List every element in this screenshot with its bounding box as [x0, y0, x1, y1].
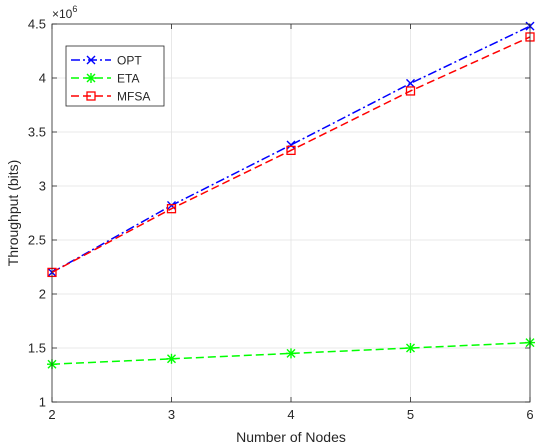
- marker-stroke: [406, 78, 415, 88]
- legend-entry-mfsa: MFSA: [71, 90, 150, 104]
- axis-ticks: 2 3 4 5 6 1 1.5 2 2.5 3 3.5 4 4.5: [28, 17, 534, 423]
- marker-square: [286, 145, 296, 156]
- legend-label-mfsa: MFSA: [117, 90, 150, 104]
- y-tick-label: 3.5: [28, 125, 46, 140]
- data-point-mfsa: [405, 86, 416, 96]
- y-tick-label: 1.5: [28, 341, 46, 356]
- marker-square: [86, 91, 96, 101]
- x-tick-label: 4: [287, 407, 294, 422]
- legend-label-eta: ETA: [117, 72, 139, 86]
- legend-entries: OPT ETA MFSA: [71, 54, 150, 104]
- data-point-opt: [406, 78, 415, 88]
- marker-square: [405, 86, 416, 96]
- x-axis-title: Number of Nodes: [236, 429, 346, 445]
- legend-label-opt: OPT: [117, 54, 142, 68]
- y-tick-label: 2.5: [28, 233, 46, 248]
- y-axis-multiplier: ×106: [52, 4, 77, 21]
- legend-marker-mfsa: [86, 91, 96, 101]
- legend-marker-opt: [86, 55, 96, 65]
- legend-entry-eta: ETA: [71, 72, 139, 86]
- y-tick-label: 2: [39, 287, 46, 302]
- y-tick-label: 4: [39, 71, 46, 86]
- data-point-mfsa: [286, 145, 296, 156]
- legend-box: [65, 45, 165, 107]
- marker-stroke: [167, 200, 176, 210]
- x-tick-label: 5: [407, 407, 414, 422]
- x-tick-label: 3: [168, 407, 175, 422]
- data-point-eta: [405, 343, 416, 353]
- series-line-opt: [51, 25, 531, 274]
- legend-marker-eta: [86, 73, 96, 83]
- marker-stroke: [286, 140, 296, 150]
- y-tick-label: 3: [39, 179, 46, 194]
- series-line-eta: [51, 341, 531, 365]
- legend-entry-opt: OPT: [71, 54, 142, 68]
- data-point-mfsa: [166, 204, 177, 214]
- data-point-eta: [286, 348, 296, 359]
- marker-square: [166, 204, 177, 214]
- legend: OPT ETA MFSA: [65, 45, 165, 107]
- series-layer: [47, 21, 535, 370]
- data-point-eta: [166, 353, 177, 364]
- x-tick-label: 6: [526, 407, 533, 422]
- series-line-mfsa: [51, 36, 531, 274]
- y-tick-label: 4.5: [28, 17, 46, 32]
- y-axis-title: Throughput (bits): [5, 160, 21, 267]
- marker-stroke: [86, 55, 96, 65]
- x-tick-label: 2: [48, 407, 55, 422]
- data-point-opt: [286, 140, 296, 150]
- y-tick-label: 1: [39, 395, 46, 410]
